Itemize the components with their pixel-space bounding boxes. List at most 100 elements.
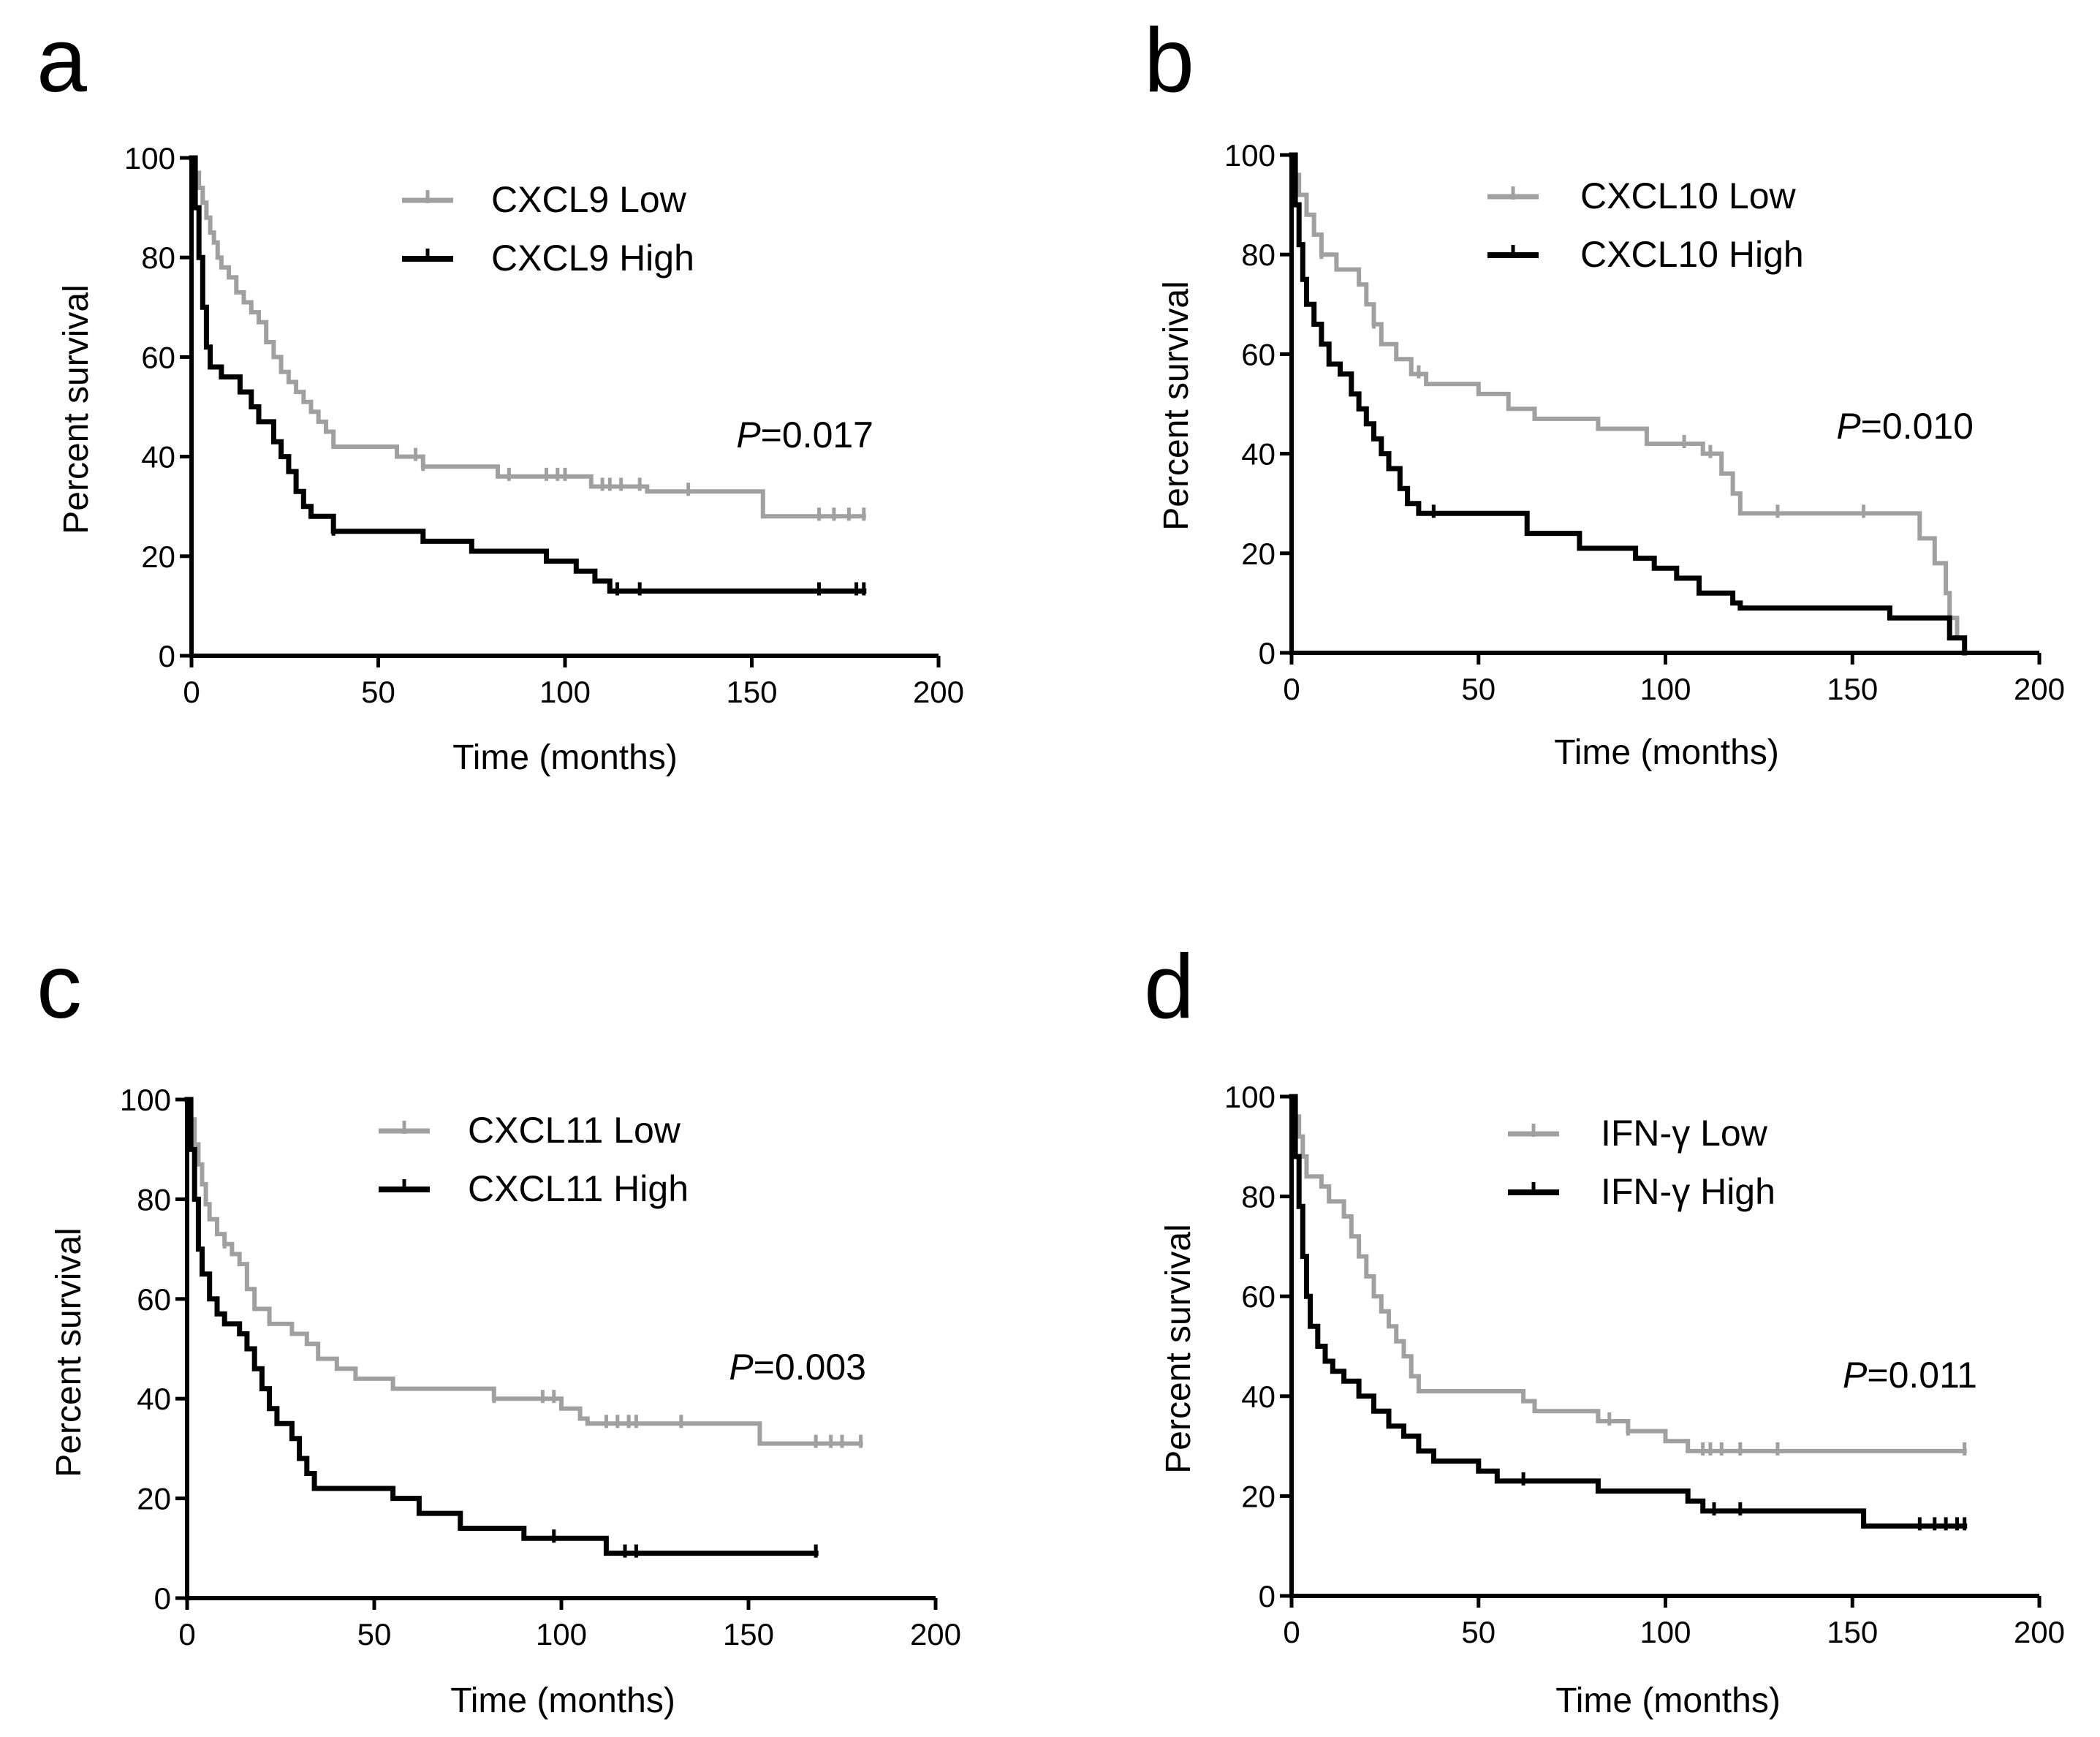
panel-c: c 0 50 100 150 200 0 20 40 60 80 100 CXCL11 Low CX… — [37, 936, 961, 1720]
panel-letter: b — [1144, 10, 1194, 111]
y-tick-label: 20 — [1241, 1479, 1275, 1513]
x-tick-label: 150 — [1827, 672, 1878, 706]
y-axis-label: Percent survival — [50, 1227, 88, 1477]
survival-curve-low — [1289, 1094, 1967, 1453]
y-tick-label: 60 — [141, 340, 175, 374]
y-axis-label: Percent survival — [1157, 281, 1196, 530]
x-axis-label: Time (months) — [1555, 1681, 1781, 1720]
legend: IFN-γ Low IFN-γ High — [1508, 1113, 1775, 1212]
x-tick-label: 200 — [2014, 672, 2065, 706]
legend: CXCL10 Low CXCL10 High — [1487, 175, 1804, 275]
survival-curve-low — [1289, 153, 1967, 655]
y-tick-label: 100 — [124, 141, 175, 175]
y-tick-label: 80 — [1241, 1180, 1275, 1214]
y-tick-label: 0 — [159, 639, 175, 673]
panel-letter: c — [37, 936, 82, 1037]
y-tick-label: 0 — [1259, 636, 1275, 670]
x-tick-label: 100 — [1640, 672, 1691, 706]
x-tick-label: 50 — [357, 1617, 392, 1651]
p-value: P=0.017 — [736, 415, 873, 455]
p-value: P=0.003 — [729, 1347, 866, 1388]
y-tick-label: 0 — [1259, 1579, 1275, 1613]
curves — [184, 1097, 863, 1558]
p-value-prefix: P — [1843, 1355, 1868, 1396]
y-tick-label: 80 — [1241, 238, 1275, 272]
y-tick-label: 100 — [1224, 1080, 1275, 1114]
p-value-text: =0.003 — [754, 1347, 866, 1388]
x-tick-label: 50 — [1461, 1615, 1496, 1649]
y-tick-label: 80 — [137, 1182, 171, 1216]
x-axis-label: Time (months) — [452, 738, 678, 777]
survival-curve-high — [1289, 152, 1968, 656]
p-value: P=0.011 — [1843, 1355, 1977, 1396]
p-value-text: =0.011 — [1867, 1355, 1977, 1396]
legend-label-high: CXCL9 High — [491, 238, 694, 279]
axes: 0 50 100 150 200 0 20 40 60 80 100 — [1224, 138, 2065, 706]
legend-label-high: CXCL11 High — [468, 1168, 689, 1209]
x-tick-label: 150 — [726, 675, 777, 709]
y-tick-label: 20 — [141, 540, 175, 574]
x-tick-label: 150 — [1827, 1615, 1878, 1649]
y-tick-label: 20 — [1241, 537, 1275, 571]
panel-b: b 0 50 100 150 200 0 20 40 60 80 100 CXCL10 Low CX… — [1144, 10, 2065, 772]
legend-label-high: IFN-γ High — [1601, 1171, 1775, 1212]
legend-label-low: CXCL9 Low — [491, 179, 687, 220]
p-value: P=0.010 — [1836, 406, 1974, 447]
legend-label-low: CXCL10 Low — [1580, 175, 1796, 216]
y-tick-label: 100 — [120, 1083, 171, 1117]
curves — [1289, 1094, 1968, 1531]
x-tick-label: 0 — [178, 1617, 195, 1651]
y-axis-label: Percent survival — [57, 284, 96, 534]
x-tick-label: 200 — [910, 1617, 961, 1651]
p-value-text: =0.017 — [761, 415, 873, 455]
axes: 0 50 100 150 200 0 20 40 60 80 100 — [120, 1083, 961, 1651]
p-value-text: =0.010 — [1861, 406, 1974, 447]
x-axis-label: Time (months) — [450, 1681, 675, 1720]
legend-label-low: CXCL11 Low — [468, 1110, 681, 1151]
survival-curve-high — [189, 155, 867, 594]
survival-curve-low — [185, 1097, 863, 1446]
legend: CXCL11 Low CXCL11 High — [379, 1110, 689, 1209]
curves — [1289, 152, 1968, 656]
x-tick-label: 200 — [2014, 1615, 2065, 1649]
panel-a: a 0 50 100 150 200 0 20 40 60 80 100 CXCL9 Low CXC… — [37, 10, 964, 777]
y-tick-label: 60 — [1241, 337, 1275, 371]
axes: 0 50 100 150 200 0 20 40 60 80 100 — [1224, 1080, 2065, 1649]
y-axis-label: Percent survival — [1159, 1224, 1198, 1473]
p-value-prefix: P — [1836, 406, 1861, 447]
x-tick-label: 100 — [536, 1617, 587, 1651]
axes: 0 50 100 150 200 0 20 40 60 80 100 — [124, 141, 964, 709]
y-tick-label: 20 — [137, 1482, 171, 1516]
y-tick-label: 0 — [154, 1581, 171, 1616]
legend-label-high: CXCL10 High — [1580, 234, 1804, 275]
y-tick-label: 40 — [141, 440, 175, 474]
y-tick-label: 80 — [141, 241, 175, 275]
x-tick-label: 50 — [1461, 672, 1496, 706]
y-tick-label: 40 — [137, 1382, 171, 1416]
panel-letter: a — [37, 10, 87, 111]
x-tick-label: 0 — [183, 675, 200, 709]
p-value-prefix: P — [729, 1347, 754, 1388]
x-tick-label: 0 — [1283, 1615, 1300, 1649]
x-tick-label: 0 — [1283, 672, 1300, 706]
legend: CXCL9 Low CXCL9 High — [402, 179, 694, 279]
y-tick-label: 100 — [1224, 138, 1275, 173]
panel-d: d 0 50 100 150 200 0 20 40 60 80 100 IFN-γ Low IFN… — [1144, 936, 2065, 1720]
x-axis-label: Time (months) — [1554, 733, 1779, 772]
x-tick-label: 50 — [361, 675, 395, 709]
curves — [189, 155, 867, 596]
x-tick-label: 150 — [723, 1617, 774, 1651]
survival-curve-high — [1289, 1094, 1968, 1529]
survival-curve-high — [184, 1097, 819, 1556]
x-tick-label: 100 — [1640, 1615, 1691, 1649]
x-tick-label: 200 — [913, 675, 964, 709]
y-tick-label: 60 — [137, 1282, 171, 1317]
x-tick-label: 100 — [539, 675, 591, 709]
y-tick-label: 40 — [1241, 1380, 1275, 1414]
y-tick-label: 60 — [1241, 1279, 1275, 1314]
panel-letter: d — [1144, 936, 1194, 1037]
p-value-prefix: P — [736, 415, 761, 455]
y-tick-label: 40 — [1241, 437, 1275, 472]
legend-label-low: IFN-γ Low — [1601, 1113, 1768, 1154]
